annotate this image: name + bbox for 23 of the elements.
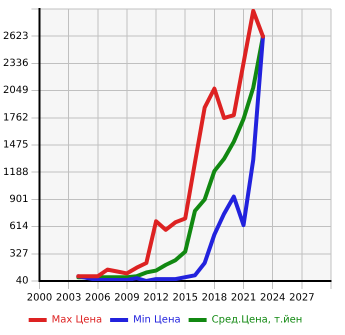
x-tick-label: 2003 [56, 292, 82, 304]
y-tick-label: 614 [9, 221, 28, 232]
x-tick-label: 2018 [202, 292, 228, 304]
y-tick-label: 2336 [2, 58, 28, 69]
y-tick-label: 40 [16, 276, 28, 287]
legend-label: Сред.Цена, т.йен [212, 314, 302, 326]
legend-label: Max Цена [52, 314, 102, 326]
x-tick-label: 2021 [230, 292, 256, 304]
x-tick-label: 2012 [143, 292, 169, 304]
y-tick-label: 1762 [2, 112, 28, 124]
y-tick-label: 327 [9, 248, 28, 260]
x-tick-label: 2006 [85, 292, 110, 304]
y-tick-label: 2623 [2, 30, 28, 42]
x-tick-label: 2027 [289, 292, 315, 304]
x-tick-label: 2024 [260, 292, 286, 304]
legend-label: Min Цена [133, 314, 181, 326]
y-tick-label: 2049 [2, 85, 28, 96]
y-tick-label: 901 [9, 194, 28, 205]
y-tick-label: 1475 [2, 140, 28, 151]
x-tick-label: 2000 [26, 292, 52, 304]
x-tick-label: 2009 [114, 292, 140, 304]
x-tick-label: 2015 [172, 292, 198, 304]
y-tick-label: 1188 [2, 166, 28, 178]
